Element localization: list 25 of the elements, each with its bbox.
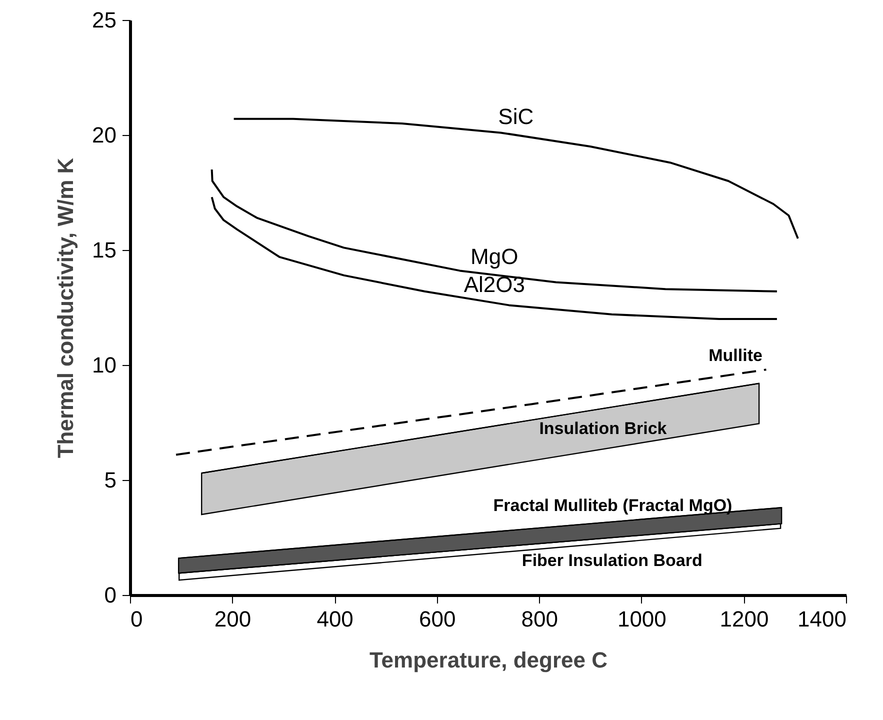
series-label: SiC xyxy=(498,104,534,130)
line-series xyxy=(210,196,778,320)
x-tick-label: 400 xyxy=(316,606,354,632)
series-label: MgO xyxy=(470,244,518,269)
x-tick-label: 1400 xyxy=(798,606,846,632)
y-tick-label: 20 xyxy=(92,122,116,148)
y-tick-label: 10 xyxy=(92,352,116,378)
y-tick-label: 15 xyxy=(92,238,116,262)
series-label: Fractal Mulliteb (Fractal MgO) xyxy=(493,496,732,515)
y-tick-label: 25 xyxy=(92,8,116,32)
x-tick-label: 200 xyxy=(214,606,252,632)
x-tick-label: 1200 xyxy=(720,606,769,632)
x-tick-label: 800 xyxy=(521,606,558,632)
x-tick-label: 0 xyxy=(130,606,143,632)
y-tick-label: 0 xyxy=(104,582,116,608)
series-label: Insulation Brick xyxy=(539,418,668,438)
line-series xyxy=(210,168,778,292)
series-label: Al2O3 xyxy=(464,272,525,297)
series-label: Fiber Insulation Board xyxy=(522,550,702,570)
series-label: Mullite xyxy=(708,346,762,366)
y-tick-label: 5 xyxy=(104,468,116,492)
x-axis-title: Temperature, degree C xyxy=(369,648,608,672)
x-tick-label: 600 xyxy=(419,606,456,632)
x-tick-label: 1000 xyxy=(617,606,666,632)
y-axis-title: Thermal conductivity, W/m K xyxy=(53,158,78,458)
